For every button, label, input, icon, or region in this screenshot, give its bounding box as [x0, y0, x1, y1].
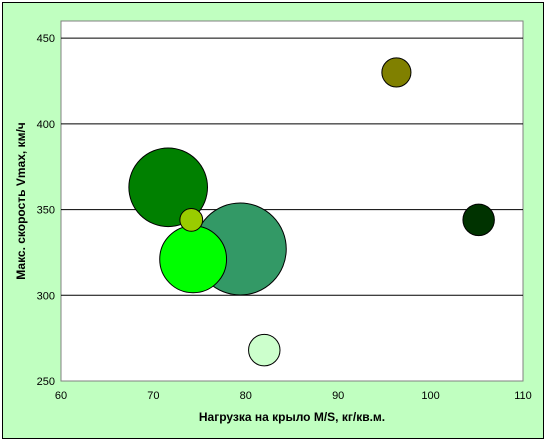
x-tick-label: 90 [332, 390, 344, 402]
data-bubble [179, 207, 204, 232]
data-bubble [248, 333, 281, 367]
x-tick-label: 100 [421, 390, 439, 402]
y-tick-label: 350 [37, 205, 55, 217]
y-axis-ticks: 250 300 350 400 450 [37, 33, 55, 388]
chart-area: 250 300 350 400 450 60 70 80 90 100 110 Нагрузка … [2, 2, 544, 439]
y-tick-label: 300 [37, 290, 55, 302]
x-tick-label: 60 [55, 390, 67, 402]
x-tick-label: 70 [147, 390, 159, 402]
x-axis-title: Нагрузка на крыло M/S, кг/кв.м. [199, 410, 385, 424]
x-tick-label: 80 [240, 390, 252, 402]
y-axis-title: Макс. скорость Vmax, км/ч [14, 122, 28, 280]
x-tick-label: 110 [514, 390, 532, 402]
plot-area [60, 20, 524, 382]
data-bubble [128, 147, 209, 228]
x-axis-ticks: 60 70 80 90 100 110 [55, 390, 532, 402]
y-tick-label: 450 [37, 33, 55, 45]
y-tick-label: 400 [37, 119, 55, 131]
y-tick-label: 250 [37, 376, 55, 388]
bubble-chart: 250 300 350 400 450 60 70 80 90 100 110 Нагрузка … [14, 20, 532, 424]
data-bubble [462, 203, 495, 237]
data-bubble [159, 225, 228, 294]
bubbles [128, 57, 495, 367]
data-bubble [381, 57, 412, 88]
